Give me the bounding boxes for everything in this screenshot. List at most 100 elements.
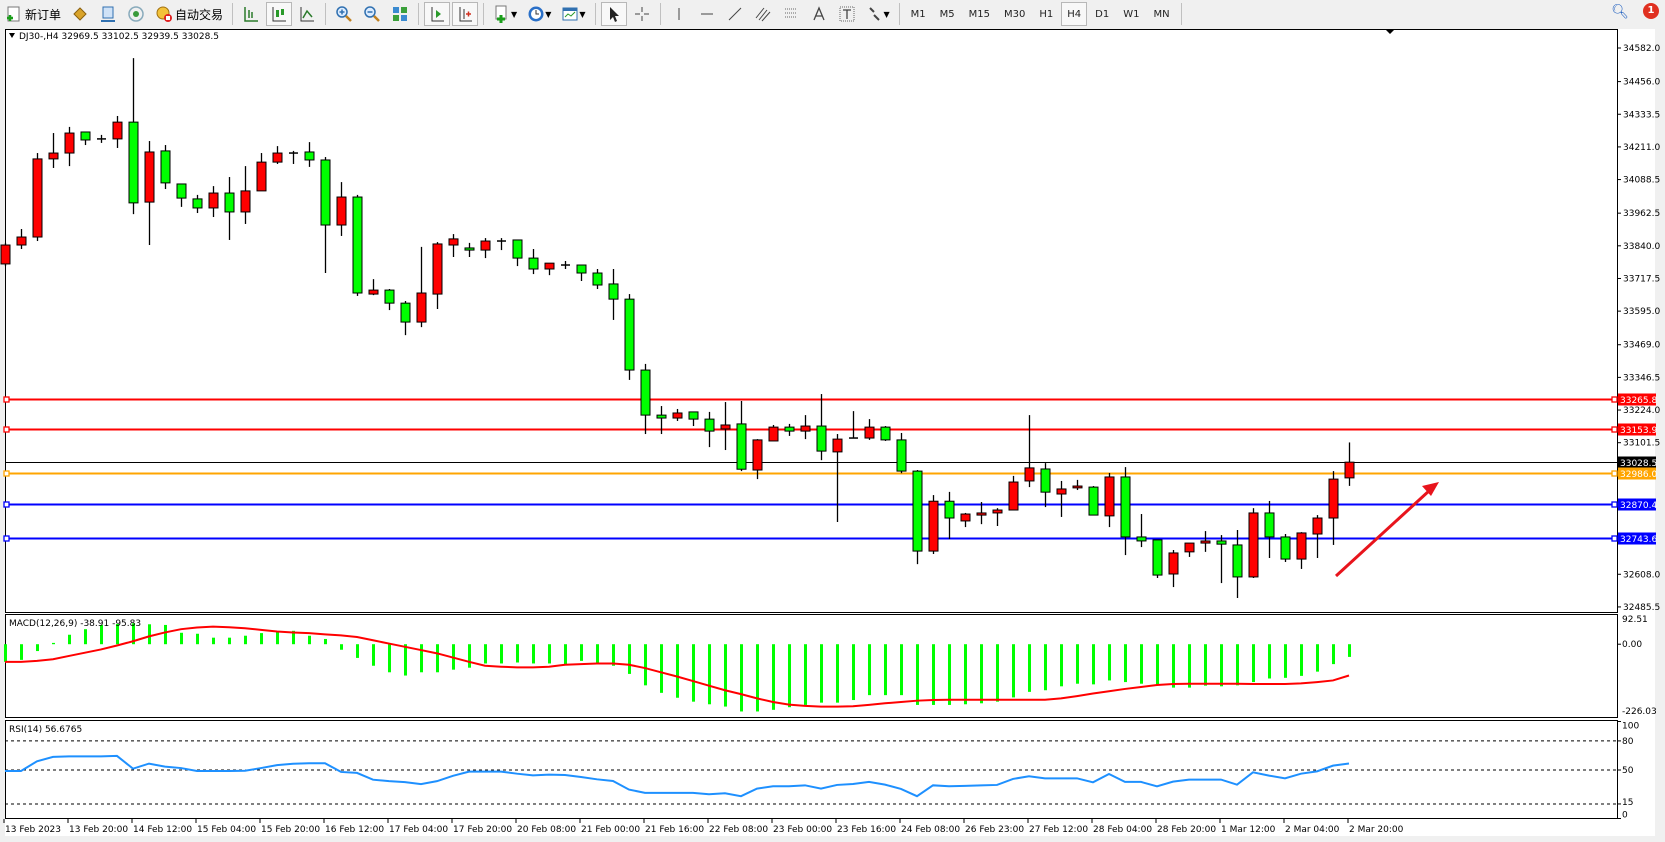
- candle-bull: [480, 240, 491, 251]
- candle-bull: [144, 151, 155, 203]
- toolbar-separator: [898, 3, 900, 25]
- macd-histogram-bar: [1092, 644, 1095, 685]
- timeframe-m15-button[interactable]: M15: [968, 8, 991, 20]
- price-tick-label: 33962.5: [1623, 209, 1660, 219]
- macd-histogram-bar: [244, 635, 247, 645]
- candle-bear: [1040, 468, 1051, 493]
- macd-histogram-bar: [564, 644, 567, 665]
- timeframe-m30-button[interactable]: M30: [1004, 8, 1026, 20]
- vertical-line-button[interactable]: [666, 2, 692, 26]
- cursor-button[interactable]: [600, 2, 627, 26]
- templates-button[interactable]: ▼: [557, 2, 589, 26]
- line-chart-button[interactable]: [294, 2, 320, 26]
- candle-bull: [672, 412, 683, 419]
- price-tick-label: 34211.0: [1623, 143, 1660, 153]
- macd-tick-label: 92.51: [1622, 615, 1648, 625]
- level-handle-right: [1611, 396, 1618, 403]
- navigator-button[interactable]: [95, 2, 121, 26]
- macd-histogram-bar: [1316, 644, 1319, 672]
- candle-bear: [128, 121, 139, 204]
- chart-shift-button[interactable]: [452, 2, 479, 26]
- timeframe-h4-button[interactable]: H4: [1061, 2, 1088, 26]
- candle-bear: [400, 302, 411, 323]
- tile-windows-icon: [393, 7, 408, 21]
- candle-bear: [592, 272, 603, 286]
- level-handle-right: [1611, 426, 1618, 433]
- macd-histogram-bar: [372, 644, 375, 666]
- level-price-tag: [1618, 456, 1656, 469]
- zoom-out-button[interactable]: [359, 2, 385, 26]
- macd-histogram-bar: [436, 644, 439, 673]
- rsi-tick-label: 80: [1622, 737, 1634, 747]
- new-order-button[interactable]: 新订单: [1, 2, 65, 26]
- time-tick-label: 26 Feb 23:00: [965, 825, 1024, 835]
- candle-bull: [1344, 461, 1355, 479]
- auto-trading-label: 自动交易: [175, 7, 224, 22]
- macd-histogram-bar: [84, 629, 87, 645]
- macd-histogram-bar: [52, 642, 55, 645]
- trendline-button[interactable]: [722, 2, 748, 26]
- candle-bull: [1024, 467, 1035, 482]
- candle-bear: [528, 257, 539, 270]
- dropdown-arrow-icon: ▼: [883, 9, 890, 19]
- indicators-button[interactable]: ▼: [489, 2, 521, 26]
- macd-histogram-bar: [1284, 644, 1287, 678]
- vertical-line-icon: [678, 8, 679, 20]
- candle-bear: [176, 183, 187, 199]
- level-handle-left: [3, 396, 10, 403]
- tile-windows-button[interactable]: [387, 2, 413, 26]
- horizontal-line-button[interactable]: [694, 2, 720, 26]
- timeframe-m1-button[interactable]: M1: [910, 8, 926, 20]
- autoscroll-button[interactable]: [424, 2, 451, 26]
- candle-bear: [1120, 476, 1131, 538]
- candle-bull: [832, 438, 843, 453]
- timeframe-d1-button[interactable]: D1: [1095, 8, 1110, 20]
- bar-chart-button[interactable]: [238, 2, 264, 26]
- arrows-button[interactable]: ▼: [862, 2, 894, 26]
- macd-histogram-bar: [788, 644, 791, 708]
- macd-histogram-bar: [340, 644, 343, 650]
- timeframe-m5-button[interactable]: M5: [939, 8, 955, 20]
- chart-background: [5, 29, 1655, 836]
- macd-histogram-bar: [116, 623, 119, 645]
- candle-bull: [48, 152, 59, 160]
- auto-trading-button[interactable]: 自动交易: [151, 2, 227, 26]
- candle-bear: [160, 150, 171, 184]
- timeframe-w1-button[interactable]: W1: [1123, 8, 1140, 20]
- macd-histogram-bar: [612, 644, 615, 666]
- periods-button[interactable]: ▼: [523, 2, 555, 26]
- search-icon[interactable]: 🔍︎: [1611, 4, 1629, 20]
- rsi-label: RSI(14) 56.6765: [9, 725, 82, 735]
- fibonacci-button[interactable]: [778, 2, 804, 26]
- candle-bear: [688, 411, 699, 420]
- candle-bear: [704, 418, 715, 432]
- timeframe-mn-button[interactable]: MN: [1153, 8, 1170, 20]
- macd-histogram-bar: [724, 644, 727, 707]
- candle-bear: [912, 470, 923, 552]
- candlestick-button[interactable]: [266, 2, 293, 26]
- crosshair-button[interactable]: [629, 2, 655, 26]
- macd-histogram-bar: [596, 644, 599, 663]
- templates-icon: [562, 7, 578, 21]
- macd-histogram-bar: [148, 624, 151, 645]
- signals-button[interactable]: [123, 2, 149, 26]
- equidistant-channel-button[interactable]: [750, 2, 776, 26]
- text-label-button[interactable]: [834, 2, 860, 26]
- macd-histogram-bar: [484, 644, 487, 664]
- text-button[interactable]: [806, 2, 832, 26]
- time-tick-label: 20 Feb 08:00: [517, 825, 576, 835]
- zoom-in-button[interactable]: [331, 2, 357, 26]
- macd-histogram-bar: [1220, 644, 1223, 687]
- macd-histogram-bar: [1236, 644, 1239, 686]
- macd-histogram-bar: [1044, 644, 1047, 691]
- macd-histogram-bar: [740, 644, 743, 712]
- time-tick-label: 13 Feb 2023: [5, 825, 61, 835]
- level-price-tag: [1618, 532, 1656, 545]
- timeframe-h1-button[interactable]: H1: [1039, 8, 1054, 20]
- market-watch-button[interactable]: [67, 2, 93, 26]
- macd-histogram-bar: [1172, 644, 1175, 688]
- candle-bull: [0, 244, 11, 265]
- price-tick-label: 32485.5: [1623, 603, 1660, 613]
- notification-icon[interactable]: 1: [1643, 3, 1659, 19]
